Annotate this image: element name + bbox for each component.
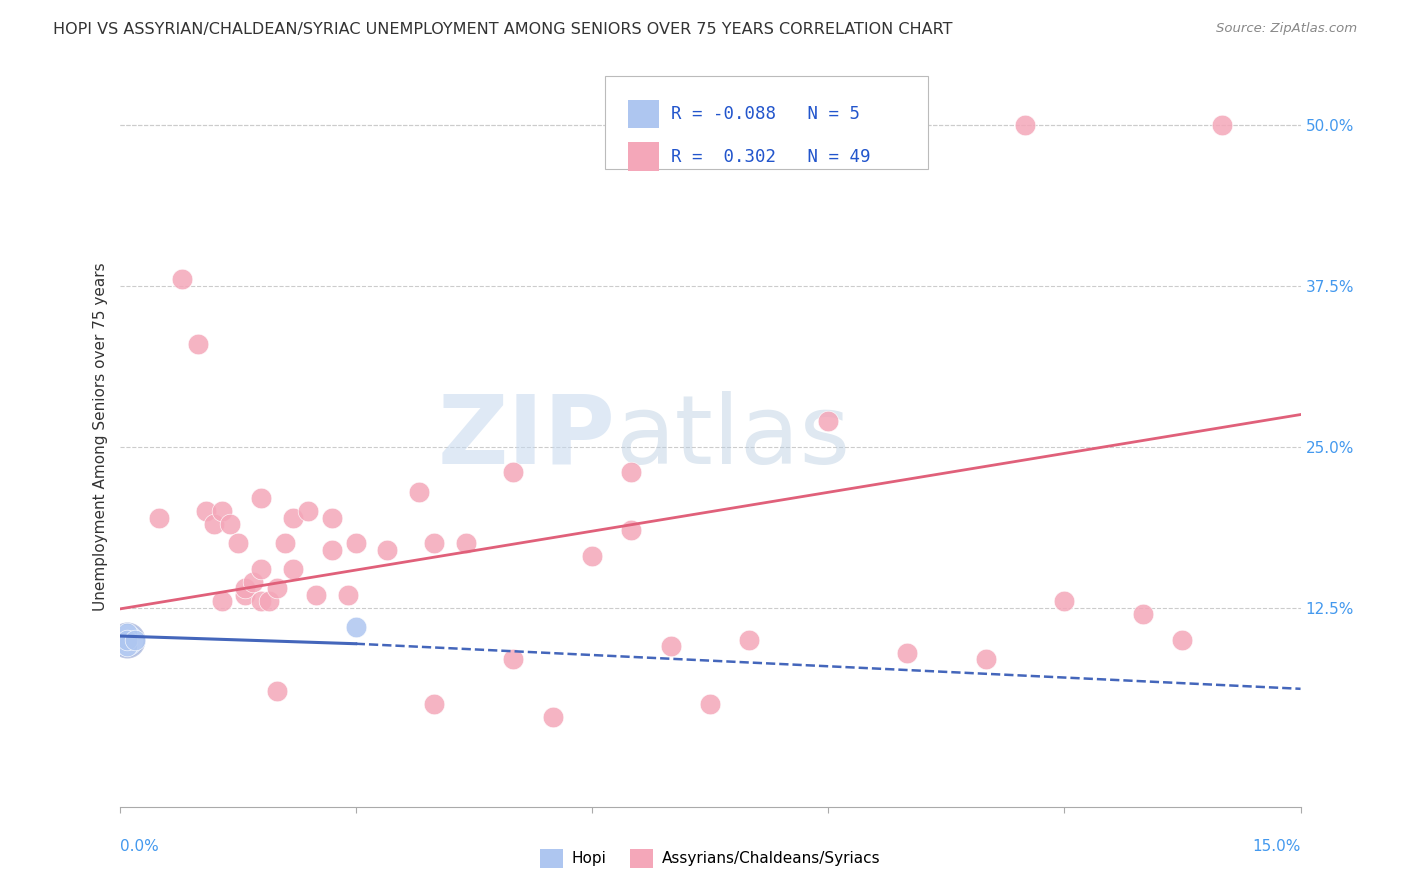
Point: [117, 640, 139, 654]
Point: [1132, 607, 1154, 621]
Point: [541, 710, 564, 724]
Point: [187, 336, 209, 351]
Text: HOPI VS ASSYRIAN/CHALDEAN/SYRIAC UNEMPLOYMENT AMONG SENIORS OVER 75 YEARS CORREL: HOPI VS ASSYRIAN/CHALDEAN/SYRIAC UNEMPLO…: [53, 22, 953, 37]
Point: [321, 542, 343, 557]
Point: [1171, 632, 1194, 647]
Point: [817, 414, 839, 428]
Point: [344, 536, 367, 550]
Point: [226, 536, 249, 550]
Point: [281, 562, 304, 576]
Point: [124, 632, 146, 647]
Point: [581, 549, 603, 564]
Y-axis label: Unemployment Among Seniors over 75 years: Unemployment Among Seniors over 75 years: [93, 263, 108, 611]
Point: [974, 652, 997, 666]
Point: [699, 698, 721, 712]
Text: 15.0%: 15.0%: [1253, 839, 1301, 855]
Point: [1053, 594, 1076, 608]
Text: Source: ZipAtlas.com: Source: ZipAtlas.com: [1216, 22, 1357, 36]
Point: [242, 574, 264, 589]
Point: [117, 626, 139, 640]
Point: [297, 504, 319, 518]
Point: [738, 632, 761, 647]
Point: [659, 640, 682, 654]
Point: [250, 491, 273, 506]
Point: [235, 582, 257, 596]
Text: 0.0%: 0.0%: [120, 839, 159, 855]
Point: [257, 594, 280, 608]
Point: [250, 562, 273, 576]
Legend: Hopi, Assyrians/Chaldeans/Syriacs: Hopi, Assyrians/Chaldeans/Syriacs: [534, 843, 886, 873]
Point: [195, 504, 218, 518]
Point: [375, 542, 398, 557]
Point: [896, 646, 918, 660]
Point: [117, 632, 139, 647]
Point: [423, 698, 446, 712]
Point: [211, 594, 233, 608]
Point: [281, 510, 304, 524]
Point: [211, 504, 233, 518]
Point: [172, 272, 194, 286]
Text: R =  0.302   N = 49: R = 0.302 N = 49: [671, 147, 870, 166]
Point: [502, 466, 524, 480]
Point: [250, 594, 273, 608]
Point: [502, 652, 524, 666]
Point: [266, 582, 288, 596]
Point: [620, 524, 643, 538]
Point: [321, 510, 343, 524]
Point: [305, 588, 328, 602]
Text: ZIP: ZIP: [437, 391, 616, 483]
Point: [423, 536, 446, 550]
Point: [148, 510, 170, 524]
Point: [408, 484, 430, 499]
Point: [266, 684, 288, 698]
Point: [620, 466, 643, 480]
Point: [454, 536, 477, 550]
Text: R = -0.088   N = 5: R = -0.088 N = 5: [671, 105, 859, 123]
Point: [218, 516, 240, 531]
Point: [117, 632, 139, 647]
Point: [202, 516, 225, 531]
Point: [235, 588, 257, 602]
Text: atlas: atlas: [616, 391, 851, 483]
Point: [344, 620, 367, 634]
Point: [1211, 118, 1233, 132]
Point: [336, 588, 359, 602]
Point: [1014, 118, 1036, 132]
Point: [274, 536, 297, 550]
